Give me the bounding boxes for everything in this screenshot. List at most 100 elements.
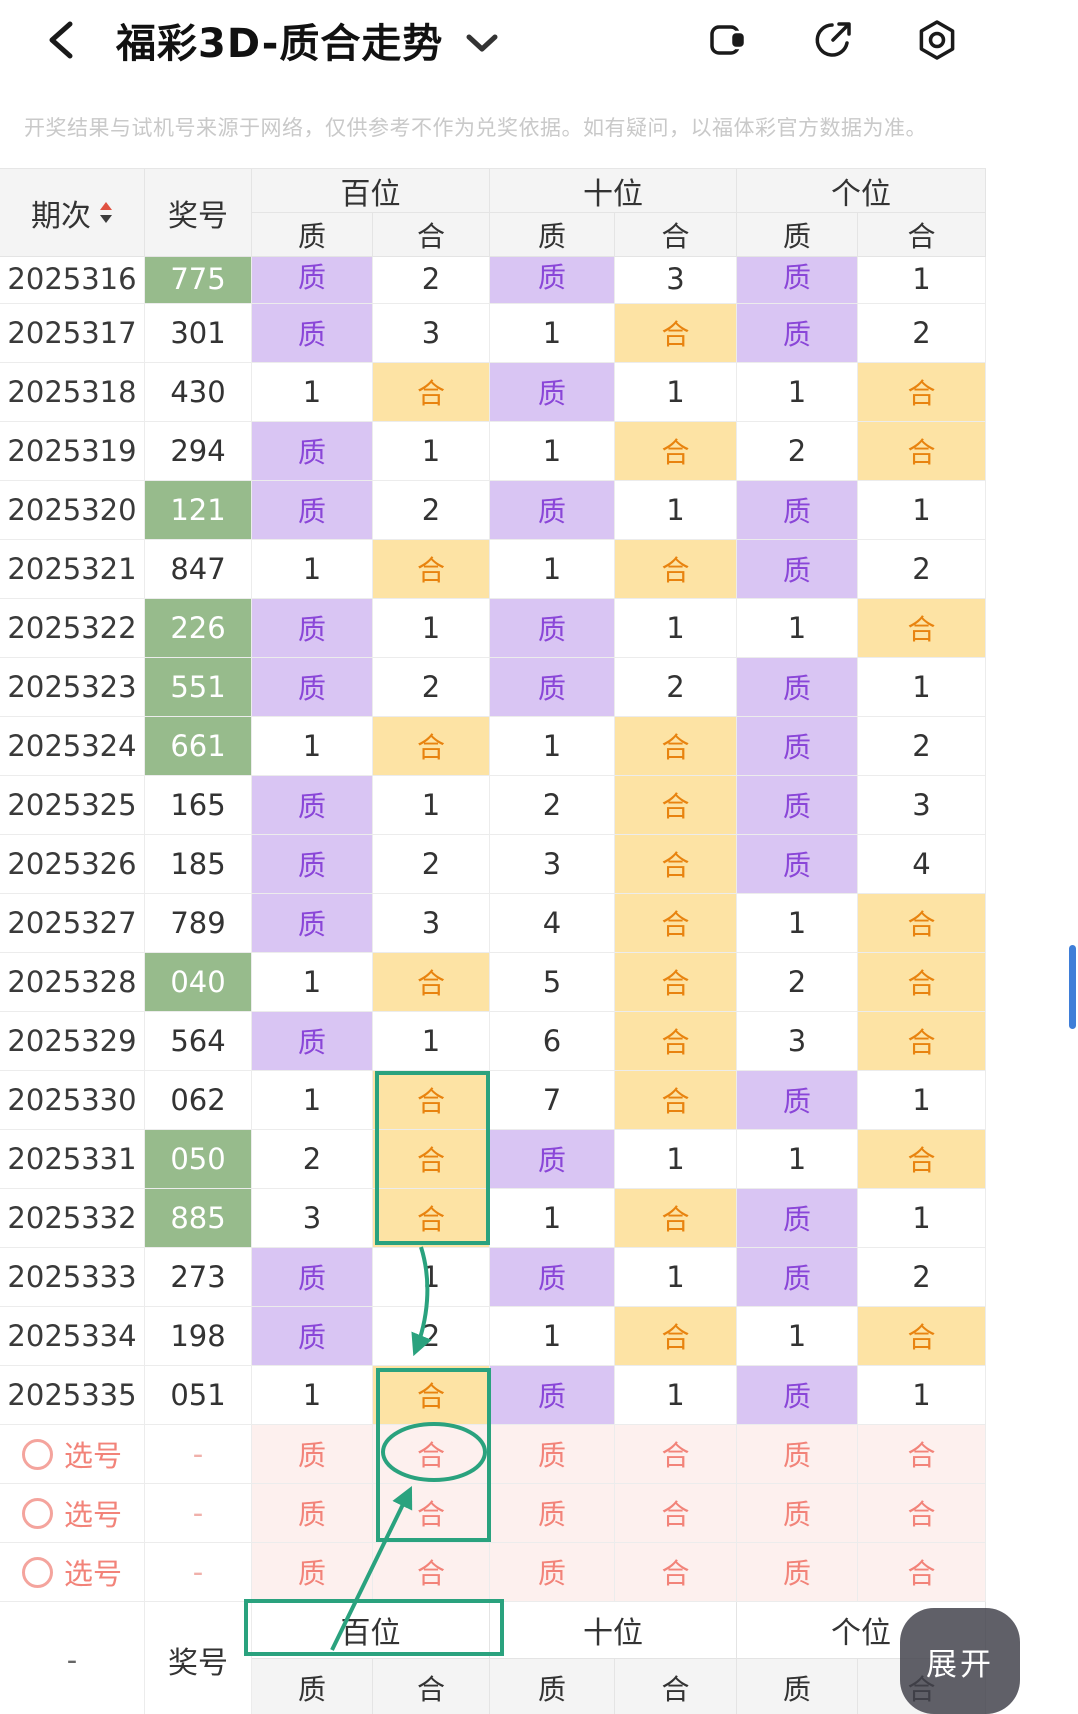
select-row: 选号 - 质合质合质合: [0, 1425, 986, 1484]
value-cell: 1: [858, 1189, 986, 1248]
select-value-cell[interactable]: 合: [858, 1543, 986, 1602]
select-value-cell[interactable]: 合: [373, 1543, 490, 1602]
period-cell: 2025335: [0, 1366, 145, 1425]
header-group-units: 个位: [737, 169, 986, 213]
select-value-cell[interactable]: 质: [252, 1543, 373, 1602]
select-number-cell: -: [145, 1543, 252, 1602]
select-row-label: 选号: [63, 1557, 122, 1591]
value-cell: 质: [490, 481, 615, 540]
multi-window-button[interactable]: [708, 19, 750, 61]
select-value-cell[interactable]: 质: [737, 1425, 858, 1484]
select-value-cell[interactable]: 合: [615, 1425, 737, 1484]
value-cell: 合: [373, 363, 490, 422]
select-value-cell[interactable]: 质: [252, 1484, 373, 1543]
value-cell: 质: [737, 1248, 858, 1307]
value-cell: 合: [373, 1071, 490, 1130]
value-cell: 2: [373, 658, 490, 717]
select-row-button[interactable]: 选号: [0, 1484, 145, 1543]
select-value-cell[interactable]: 质: [490, 1543, 615, 1602]
settings-icon: [919, 20, 955, 60]
select-value-cell[interactable]: 质: [490, 1425, 615, 1484]
select-value-cell[interactable]: 质: [737, 1484, 858, 1543]
value-cell: 3: [858, 776, 986, 835]
header-period-label: 期次: [31, 198, 91, 234]
select-value-cell[interactable]: 质: [737, 1543, 858, 1602]
share-button[interactable]: [812, 19, 854, 61]
value-cell: 合: [858, 953, 986, 1012]
select-value-cell[interactable]: 合: [373, 1425, 490, 1484]
value-cell: 2: [373, 1307, 490, 1366]
value-cell: 合: [373, 540, 490, 599]
page-title: 福彩3D-质合走势: [116, 21, 444, 67]
footer-sub-zhi: 质: [737, 1659, 858, 1714]
winning-number-cell: 847: [145, 540, 252, 599]
value-cell: 合: [858, 422, 986, 481]
value-cell: 1: [252, 1366, 373, 1425]
select-number-cell: -: [145, 1484, 252, 1543]
value-cell: 3: [373, 304, 490, 363]
table-row: 2025335 051 1 合质 1 质 1: [0, 1366, 986, 1425]
value-cell: 质: [737, 257, 858, 304]
footer-sub-he: 合: [615, 1659, 737, 1714]
settings-button[interactable]: [916, 19, 958, 61]
value-cell: 质: [737, 481, 858, 540]
table-row: 2025333 273 质 1 质 1 质 2: [0, 1248, 986, 1307]
value-cell: 合: [615, 1012, 737, 1071]
select-rows: 选号 - 质合质合质合选号 - 质合质合质合选号 - 质合质合质合: [0, 1425, 986, 1602]
select-value-cell[interactable]: 合: [858, 1484, 986, 1543]
value-cell: 2: [858, 304, 986, 363]
value-cell: 2: [737, 953, 858, 1012]
select-row: 选号 - 质合质合质合: [0, 1543, 986, 1602]
value-cell: 4: [858, 835, 986, 894]
value-cell: 1: [252, 363, 373, 422]
value-cell: 3: [373, 894, 490, 953]
period-cell: 2025331: [0, 1130, 145, 1189]
value-cell: 合: [615, 894, 737, 953]
value-cell: 合: [373, 1189, 490, 1248]
value-cell: 2: [858, 1248, 986, 1307]
value-cell: 合: [615, 1189, 737, 1248]
table-row: 2025323 551 质 2 质 2 质 1: [0, 658, 986, 717]
select-value-cell[interactable]: 合: [858, 1425, 986, 1484]
period-cell: 2025323: [0, 658, 145, 717]
value-cell: 合: [858, 1130, 986, 1189]
header-number: 奖号: [145, 169, 252, 257]
value-cell: 合: [615, 717, 737, 776]
select-value-cell[interactable]: 合: [615, 1484, 737, 1543]
value-cell: 质: [252, 1012, 373, 1071]
back-button[interactable]: [42, 18, 86, 62]
value-cell: 1: [252, 540, 373, 599]
table-row: 2025329 564 质 1 6 合 3 合: [0, 1012, 986, 1071]
value-cell: 合: [615, 1307, 737, 1366]
header-period[interactable]: 期次: [0, 169, 145, 257]
value-cell: 1: [737, 1130, 858, 1189]
radio-icon[interactable]: [21, 1438, 53, 1470]
value-cell: 2: [252, 1130, 373, 1189]
value-cell: 4: [490, 894, 615, 953]
select-value-cell[interactable]: 质: [490, 1484, 615, 1543]
title-dropdown[interactable]: 福彩3D-质合走势: [116, 11, 499, 69]
expand-button[interactable]: 展开: [900, 1608, 1020, 1714]
table-row: 2025316 775 质 2 质 3 质 1: [0, 257, 986, 304]
select-value-cell[interactable]: 合: [615, 1543, 737, 1602]
table-footer: - 奖号 百位 十位 个位 质 合 质 合 质 合: [0, 1602, 986, 1714]
select-row-label: 选号: [63, 1498, 122, 1532]
value-cell: 3: [490, 835, 615, 894]
select-value-cell[interactable]: 合: [373, 1484, 490, 1543]
value-cell: 质: [490, 1248, 615, 1307]
scrollbar-thumb[interactable]: [1069, 945, 1076, 1029]
select-number-cell: -: [145, 1425, 252, 1484]
value-cell: 1: [858, 1071, 986, 1130]
value-cell: 质: [252, 894, 373, 953]
select-value-cell[interactable]: 质: [252, 1425, 373, 1484]
value-cell: 1: [490, 717, 615, 776]
radio-icon[interactable]: [21, 1556, 53, 1588]
table-row: 2025331 050 2 合质 1 1 合: [0, 1130, 986, 1189]
radio-icon[interactable]: [21, 1497, 53, 1529]
select-row-button[interactable]: 选号: [0, 1425, 145, 1484]
period-cell: 2025318: [0, 363, 145, 422]
value-cell: 合: [615, 540, 737, 599]
select-row-button[interactable]: 选号: [0, 1543, 145, 1602]
trend-table: 期次 奖号 百位 十位 个位 质 合 质 合 质 合 2025316 775 质 2 质…: [0, 168, 986, 1714]
navbar: 福彩3D-质合走势: [0, 0, 1078, 80]
